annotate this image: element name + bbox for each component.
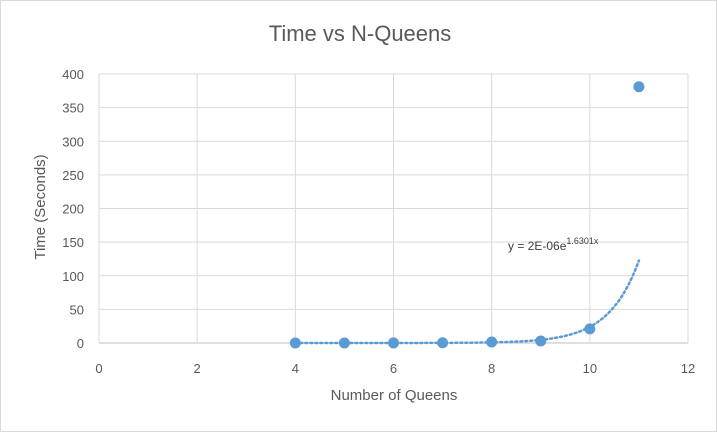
y-tick-label: 300 — [62, 134, 84, 149]
gridlines — [98, 73, 689, 344]
x-tick-label: 12 — [681, 361, 695, 376]
trendline-equation-main: y = 2E-06e — [508, 239, 567, 253]
x-tick-label: 6 — [390, 361, 397, 376]
y-tick-label: 0 — [77, 336, 84, 351]
exponential-trendline — [294, 259, 641, 345]
y-tick-label: 250 — [62, 168, 84, 183]
data-point — [584, 323, 596, 335]
x-axis-ticks: 0 2 4 6 8 10 12 — [95, 361, 695, 376]
data-point — [289, 337, 301, 349]
data-point — [633, 81, 645, 93]
y-tick-label: 350 — [62, 101, 84, 116]
x-tick-label: 10 — [583, 361, 597, 376]
data-point — [486, 336, 498, 348]
y-axis-title: Time (Seconds) — [32, 154, 49, 259]
y-axis-ticks: 0 50 100 150 200 250 300 350 400 — [62, 67, 84, 351]
data-points — [289, 81, 645, 349]
y-tick-label: 100 — [62, 269, 84, 284]
x-axis-title: Number of Queens — [331, 387, 458, 404]
trendline-equation: y = 2E-06e1.6301x — [508, 236, 599, 253]
y-tick-label: 400 — [62, 67, 84, 82]
y-tick-label: 150 — [62, 235, 84, 250]
x-tick-label: 8 — [488, 361, 495, 376]
trendline-equation-exponent: 1.6301x — [566, 236, 599, 246]
chart-title: Time vs N-Queens — [269, 21, 452, 46]
x-tick-label: 4 — [292, 361, 299, 376]
x-tick-label: 0 — [95, 361, 102, 376]
y-tick-label: 50 — [70, 302, 84, 317]
y-tick-label: 200 — [62, 202, 84, 217]
data-point — [535, 335, 547, 347]
x-tick-label: 2 — [194, 361, 201, 376]
data-point — [388, 337, 399, 349]
data-point — [437, 337, 449, 349]
data-point — [338, 337, 350, 349]
